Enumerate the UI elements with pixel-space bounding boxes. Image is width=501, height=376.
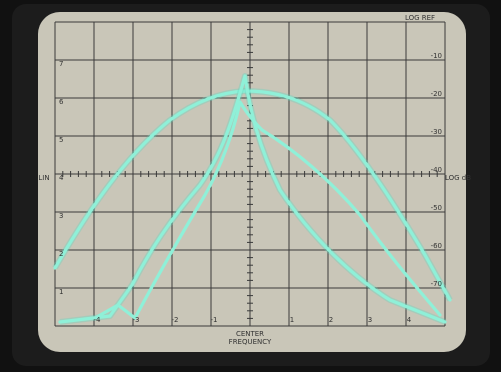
lin-label: LIN xyxy=(38,174,49,182)
lin-tick-label: 6 xyxy=(59,98,64,106)
frequency-tick-label: 4 xyxy=(407,316,412,324)
frequency-tick-label: -3 xyxy=(133,316,140,324)
frequency-tick-label: -4 xyxy=(94,316,102,324)
frequency-tick-label: -1 xyxy=(211,316,218,324)
lin-tick-label: 4 xyxy=(59,174,64,182)
lin-tick-label: 3 xyxy=(59,212,63,220)
frequency-tick-label: 3 xyxy=(368,316,372,324)
scope-photo: LOG REF LIN LOG dB CENTER FREQUENCY 7 6 5 4… xyxy=(0,0,501,372)
log-tick-label: -60 xyxy=(431,242,442,250)
frequency-tick-label: -2 xyxy=(172,316,179,324)
frequency-tick-label: 1 xyxy=(290,316,294,324)
log-tick-label: -10 xyxy=(431,52,442,60)
frequency-tick-label: 2 xyxy=(329,316,333,324)
lin-tick-label: 5 xyxy=(59,136,63,144)
header-label: LOG REF xyxy=(405,14,435,22)
log-tick-label: -40 xyxy=(431,166,442,174)
lin-tick-label: 7 xyxy=(59,60,63,68)
center-label: CENTER xyxy=(236,330,264,338)
lin-tick-label: 2 xyxy=(59,250,63,258)
log-tick-label: -50 xyxy=(431,204,442,212)
log-tick-label: -70 xyxy=(431,280,442,288)
lin-tick-label: 1 xyxy=(59,288,63,296)
log-tick-label: -30 xyxy=(431,128,442,136)
log-tick-label: -20 xyxy=(431,90,442,98)
log-label: LOG dB xyxy=(445,174,471,182)
center-label: FREQUENCY xyxy=(229,338,272,346)
